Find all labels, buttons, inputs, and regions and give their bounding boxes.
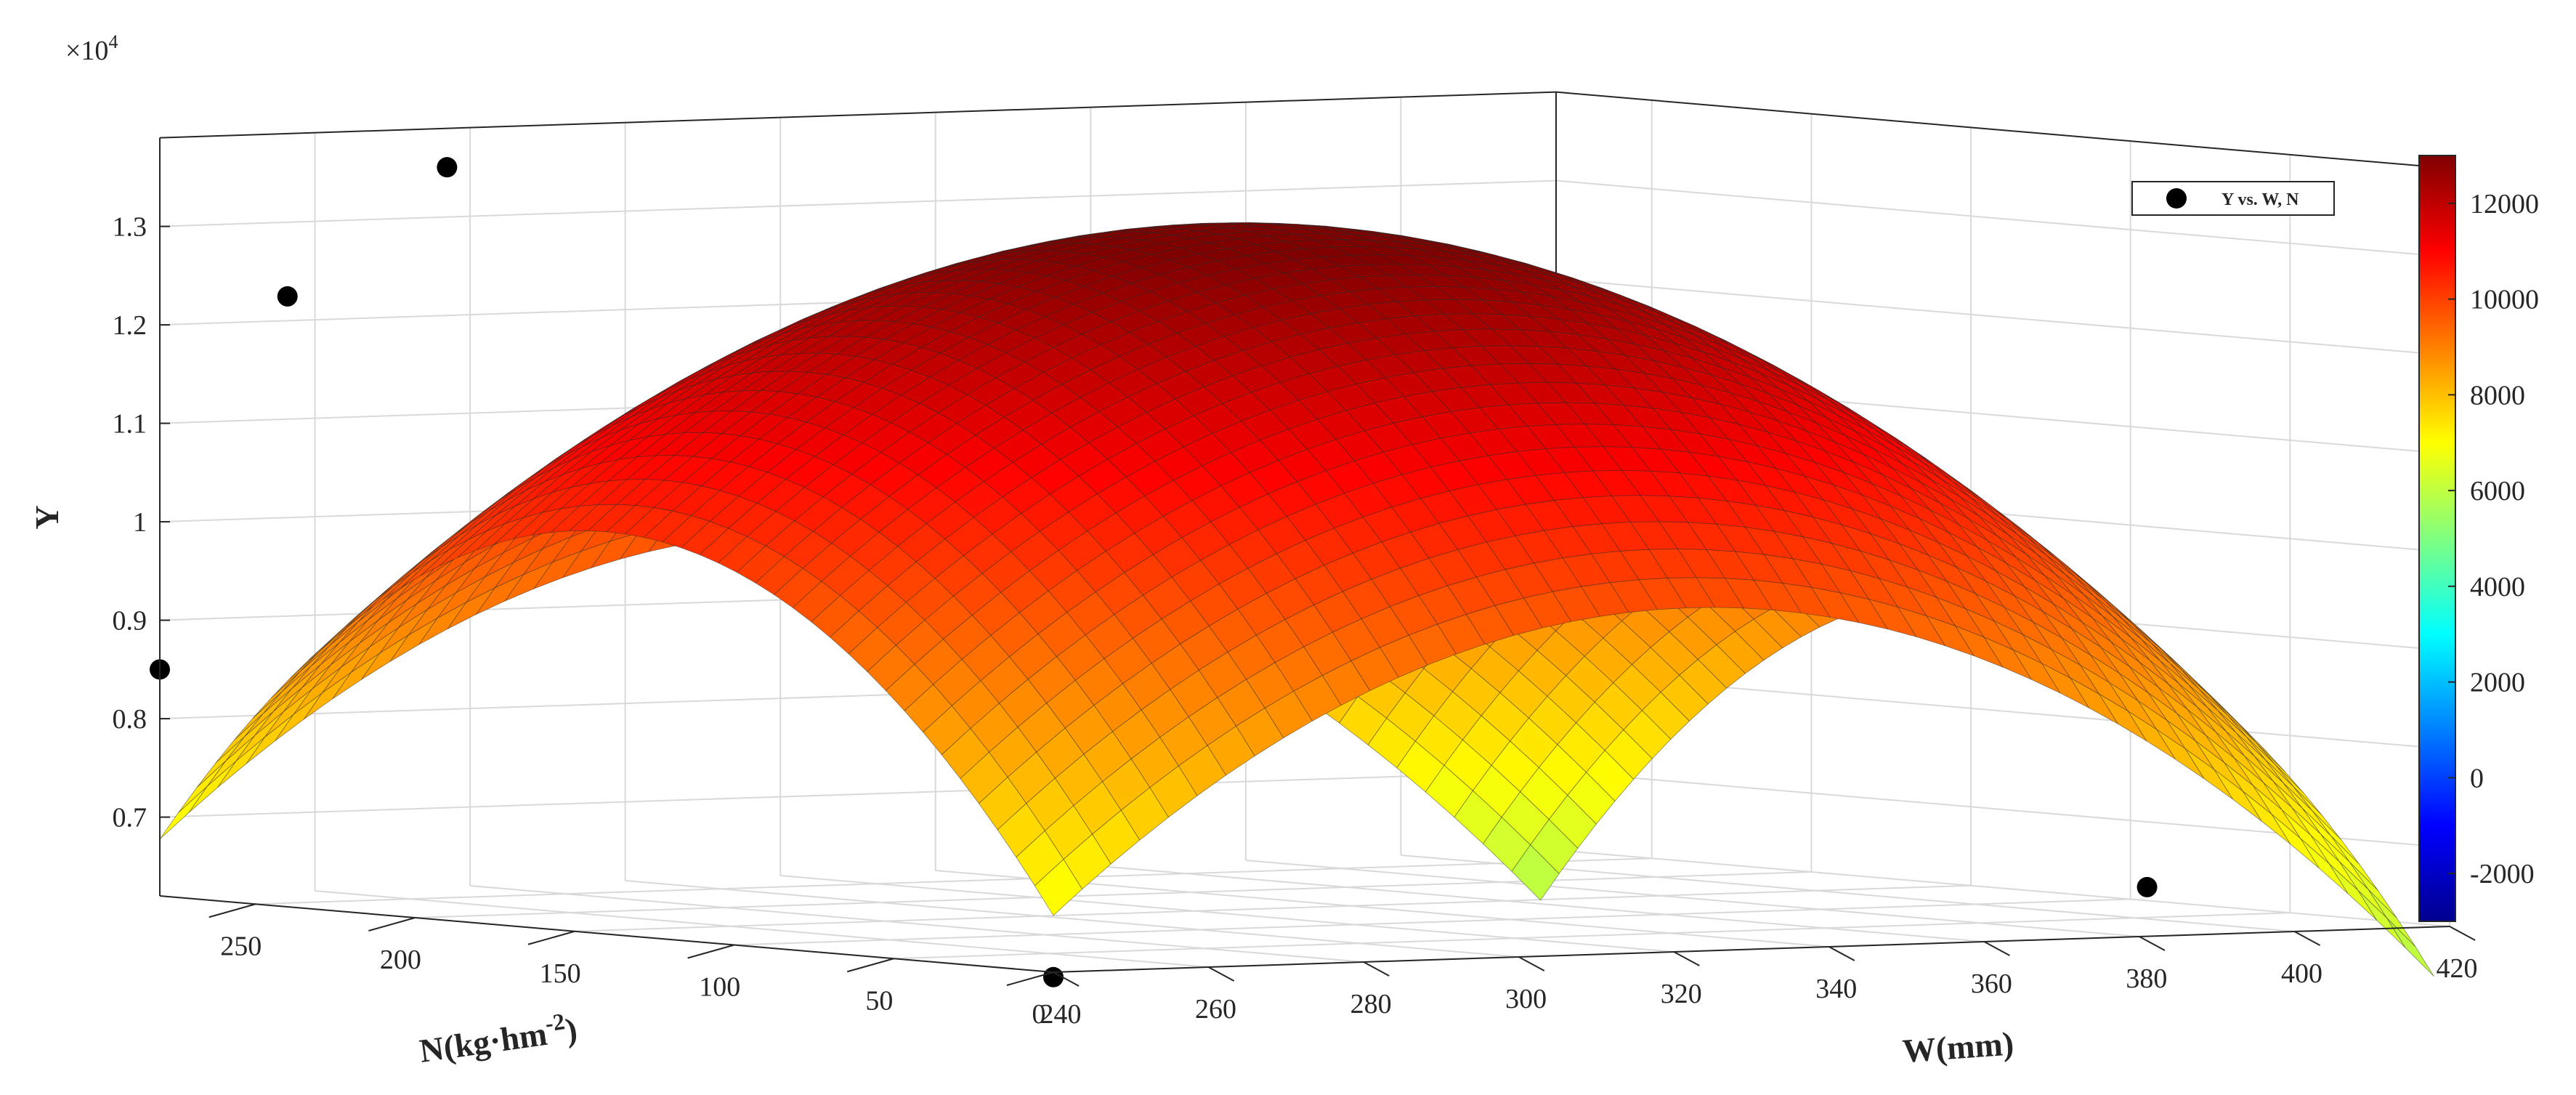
colorbar-ticks: -2000 0 2000 4000 6000 8000 10000 12000	[2448, 189, 2539, 889]
colorbar-gradient	[2418, 155, 2456, 922]
colorbar-tick-label: 4000	[2470, 572, 2525, 602]
w-axis-label: W(mm)	[1901, 1025, 2014, 1070]
w-tick-label: 300	[1505, 984, 1547, 1014]
z-tick-label: 1.1	[113, 409, 147, 440]
legend-marker	[2166, 188, 2187, 209]
w-tick-mark	[1828, 946, 1855, 961]
w-tick-mark	[2293, 931, 2321, 946]
legend-label: Y vs. W, N	[2221, 190, 2299, 209]
w-tick-mark	[2449, 926, 2476, 941]
n-tick-mark	[687, 944, 734, 959]
w-tick-mark	[1983, 941, 2010, 956]
w-axis-ticks: 240 260 280 300 320 340 360 380 400 420	[1040, 926, 2478, 1030]
w-tick-mark	[1518, 956, 1545, 971]
colorbar: -2000 0 2000 4000 6000 8000 10000 12000	[2418, 155, 2539, 922]
n-tick-mark	[527, 930, 575, 945]
data-point	[437, 157, 458, 178]
w-tick-label: 360	[1971, 969, 2012, 999]
legend-box	[2131, 181, 2335, 216]
w-tick-mark	[1363, 961, 1390, 977]
w-tick-label: 340	[1815, 974, 1857, 1004]
n-tick-mark	[1006, 971, 1054, 986]
w-tick-label: 400	[2281, 958, 2322, 989]
w-tick-label: 240	[1040, 999, 1082, 1030]
n-axis-label: N(kg·hm-2)	[416, 1006, 579, 1070]
legend: Y vs. W, N	[2131, 181, 2335, 216]
n-tick-label: 250	[220, 931, 262, 961]
axes-lines	[159, 137, 2450, 973]
colorbar-tick-label: 6000	[2470, 476, 2525, 506]
colorbar-tick-label: 8000	[2470, 380, 2525, 411]
w-tick-label: 320	[1661, 979, 1702, 1009]
surface-patch	[1034, 859, 1083, 916]
n-tick-label: 200	[380, 945, 421, 975]
data-point	[277, 286, 298, 307]
data-point	[1043, 966, 1064, 987]
w-tick-mark	[2139, 936, 2166, 951]
w-tick-mark	[1053, 971, 1080, 987]
n-tick-mark	[847, 958, 894, 973]
surface-mesh	[159, 222, 2434, 977]
n-tick-mark	[368, 917, 416, 932]
w-tick-mark	[1673, 951, 1700, 966]
z-multiplier: ×104	[65, 31, 118, 66]
z-axis-ticks: 0.7 0.8 0.9 1 1.1 1.2 1.3	[113, 212, 170, 833]
colorbar-tick-label: 10000	[2470, 285, 2539, 315]
w-tick-label: 420	[2437, 953, 2478, 984]
w-tick-label: 380	[2126, 963, 2167, 994]
colorbar-tick-label: 0	[2470, 763, 2484, 793]
n-tick-label: 150	[540, 958, 581, 989]
z-tick-label: 1.3	[113, 212, 147, 243]
z-tick-label: 1.2	[113, 310, 147, 341]
w-tick-label: 260	[1195, 994, 1236, 1025]
z-tick-label: 0.9	[113, 606, 147, 637]
surface-patch	[159, 785, 208, 840]
z-tick-label: 1	[133, 507, 147, 538]
n-tick-label: 0	[1032, 999, 1046, 1030]
z-axis-label: Y	[28, 505, 65, 529]
w-tick-label: 280	[1350, 989, 1392, 1019]
n-tick-label: 50	[865, 985, 893, 1016]
z-tick-label: 0.7	[113, 803, 147, 833]
data-point	[2136, 876, 2158, 897]
z-tick-label: 0.8	[113, 704, 147, 735]
colorbar-tick-label: 2000	[2470, 668, 2525, 698]
n-tick-label: 100	[699, 972, 740, 1003]
colorbar-tick-label: -2000	[2470, 859, 2535, 889]
colorbar-tick-label: 12000	[2470, 189, 2539, 219]
n-axis-ticks: 0 50 100 150 200 250	[208, 903, 1054, 1030]
w-tick-mark	[1208, 966, 1235, 982]
n-tick-mark	[208, 903, 256, 918]
